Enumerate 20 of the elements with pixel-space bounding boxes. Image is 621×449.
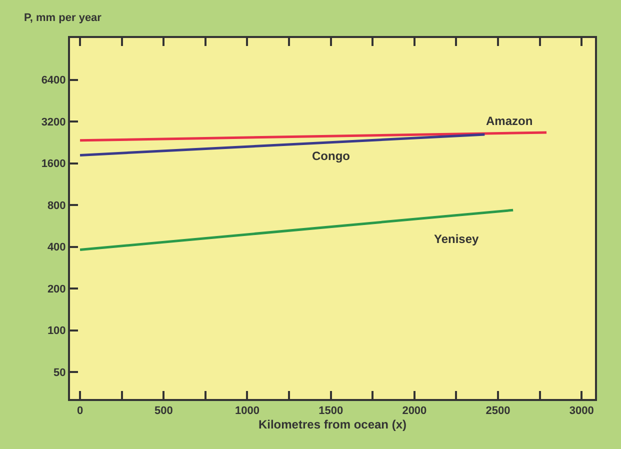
x-tick-label: 500 (154, 405, 173, 418)
y-tick-label: 1600 (41, 158, 66, 170)
series-label: Congo (312, 149, 350, 163)
y-tick-label: 50 (54, 366, 66, 379)
y-tick-label: 100 (47, 325, 66, 338)
y-axis-title: P, mm per year (24, 12, 102, 24)
y-tick-label: 3200 (41, 116, 66, 128)
y-tick-label: 400 (47, 242, 66, 254)
series-label: Amazon (486, 114, 533, 128)
y-tick-label: 6400 (41, 74, 66, 87)
x-tick-label: 3000 (569, 405, 594, 418)
x-tick-label: 1500 (318, 405, 344, 418)
y-tick-label: 200 (47, 283, 66, 296)
x-tick-label: 0 (76, 405, 84, 418)
x-tick-label: 2000 (402, 405, 427, 418)
x-tick-label: 1000 (234, 405, 260, 418)
x-axis-title: Kilometres from ocean (x) (258, 418, 407, 432)
x-tick-label: 2500 (486, 405, 510, 418)
y-tick-label: 800 (47, 200, 66, 212)
series-label: Yenisey (434, 232, 480, 246)
